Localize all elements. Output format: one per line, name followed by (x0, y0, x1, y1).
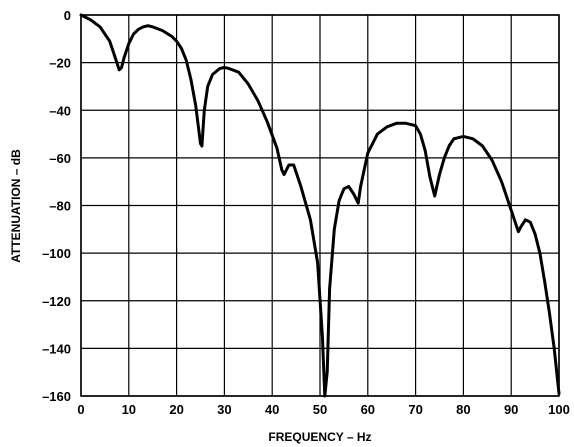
x-tick-label: 70 (408, 402, 422, 417)
y-tick-label: 0 (64, 8, 71, 23)
y-tick-label: –60 (49, 151, 71, 166)
chart-grid (80, 14, 560, 397)
y-axis-label: ATTENUATION – dB (9, 149, 23, 263)
y-tick-label: –20 (49, 56, 71, 71)
x-tick-label: 0 (77, 402, 84, 417)
y-tick-label: –140 (42, 341, 71, 356)
x-tick-label: 100 (548, 402, 570, 417)
x-tick-label: 20 (169, 402, 183, 417)
x-tick-label: 10 (122, 402, 136, 417)
y-tick-label: –40 (49, 103, 71, 118)
y-tick-label: –100 (42, 246, 71, 261)
x-axis-label: FREQUENCY – Hz (268, 430, 371, 444)
y-tick-label: –160 (42, 389, 71, 404)
x-tick-label: 30 (217, 402, 231, 417)
x-tick-labels: 0 10 20 30 40 50 60 70 80 90 100 (77, 402, 569, 417)
y-tick-labels: 0 –20 –40 –60 –80 –100 –120 –140 –160 (42, 8, 71, 404)
y-tick-label: –80 (49, 199, 71, 214)
x-tick-label: 90 (504, 402, 518, 417)
attenuation-curve (79, 13, 561, 398)
x-tick-label: 50 (313, 402, 327, 417)
x-tick-label: 60 (361, 402, 375, 417)
plot-area-frame (80, 14, 560, 397)
y-tick-label: –120 (42, 294, 71, 309)
x-tick-label: 40 (265, 402, 279, 417)
x-tick-label: 80 (456, 402, 470, 417)
